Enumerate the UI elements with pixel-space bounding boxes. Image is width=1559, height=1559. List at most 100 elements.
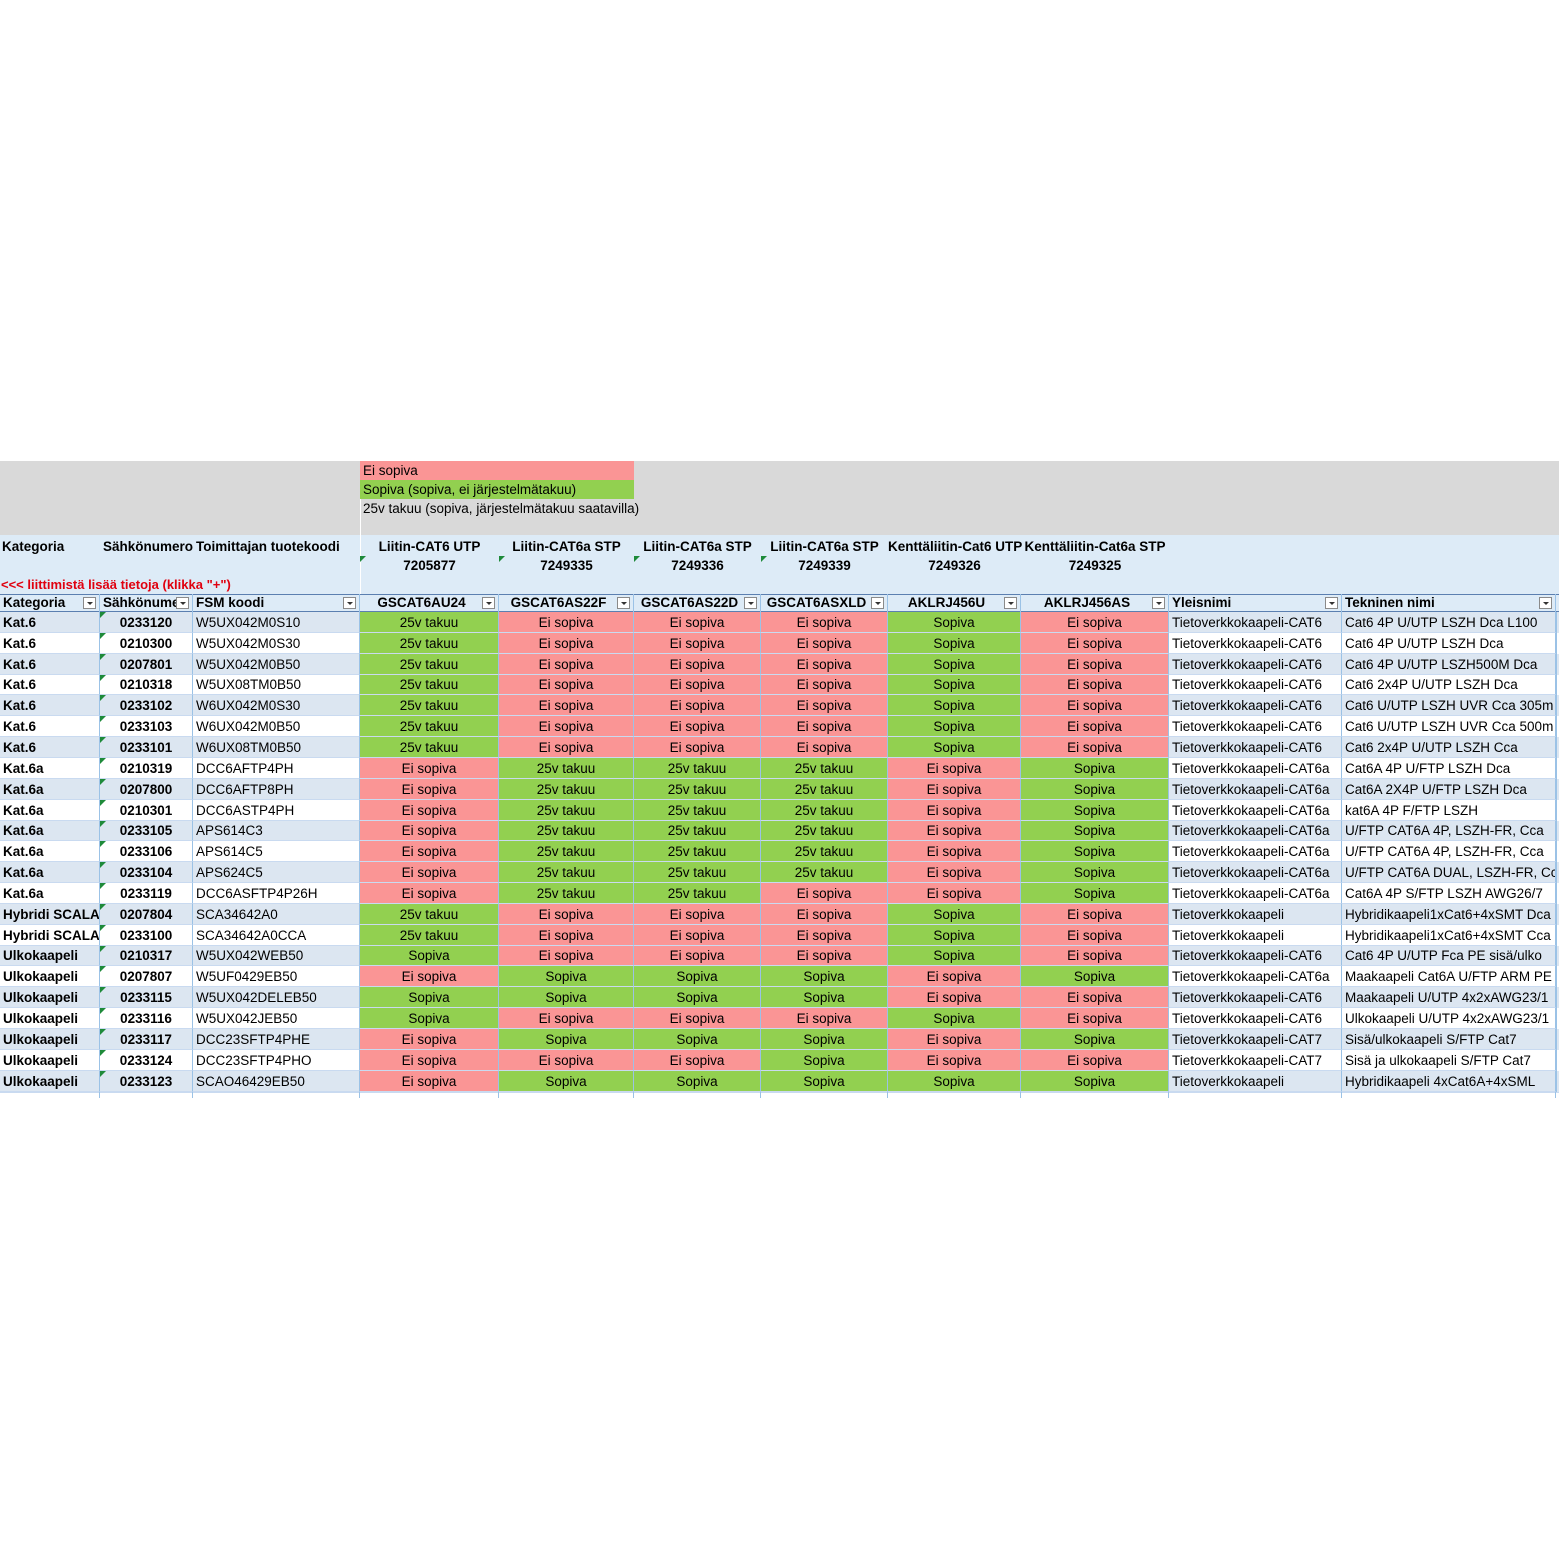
table-cell: Tietoverkkokaapeli-CAT6a — [1169, 821, 1342, 841]
status-cell: Sopiva — [888, 946, 1021, 966]
column-header: GSCAT6ASXLD — [761, 594, 888, 612]
table-cell: Tietoverkkokaapeli-CAT6a — [1169, 883, 1342, 904]
status-cell: 25v takuu — [761, 800, 888, 821]
status-cell: Ei sopiva — [888, 821, 1021, 841]
column-header: FSM koodi — [193, 594, 360, 612]
status-cell: Ei sopiva — [1021, 987, 1169, 1008]
status-cell: Ei sopiva — [499, 654, 634, 675]
status-cell: Ei sopiva — [888, 883, 1021, 904]
row-edge — [1556, 821, 1559, 841]
status-cell: Sopiva — [888, 675, 1021, 695]
comment-marker — [100, 821, 106, 827]
table-cell: Kat.6 — [0, 716, 100, 737]
comment-marker — [100, 987, 106, 993]
filter-button[interactable] — [1004, 597, 1017, 609]
header-label: Sähkönumero — [103, 539, 194, 554]
table-cell: 0210301 — [100, 800, 193, 821]
status-cell: Ei sopiva — [1021, 925, 1169, 946]
table-cell: U/FTP CAT6A 4P, LSZH-FR, Cca — [1342, 821, 1556, 841]
status-cell: Sopiva — [1021, 800, 1169, 821]
legend-item: 25v takuu (sopiva, järjestelmätakuu saat… — [363, 501, 640, 516]
filter-button[interactable] — [617, 597, 630, 609]
status-cell: Sopiva — [1021, 966, 1169, 987]
table-cell: Ulkokaapeli U/UTP 4x2xAWG23/1 — [1342, 1008, 1556, 1029]
table-cell: Kat.6a — [0, 779, 100, 800]
table-cell: Tietoverkkokaapeli-CAT6a — [1169, 966, 1342, 987]
comment-marker — [360, 556, 366, 562]
status-cell: 25v takuu — [634, 800, 761, 821]
column-stub — [359, 1092, 360, 1098]
filter-button[interactable] — [1325, 597, 1338, 609]
header-divider — [360, 461, 361, 594]
table-cell: Hybridi SCALA — [0, 925, 100, 946]
filter-button[interactable] — [343, 597, 356, 609]
table-cell: Kat.6a — [0, 862, 100, 883]
table-cell: APS624C5 — [193, 862, 360, 883]
filter-button[interactable] — [1152, 597, 1165, 609]
table-cell: Tietoverkkokaapeli-CAT6a — [1169, 862, 1342, 883]
status-cell: Ei sopiva — [360, 883, 499, 904]
filter-button[interactable] — [176, 597, 189, 609]
status-cell: Ei sopiva — [499, 716, 634, 737]
status-cell: Ei sopiva — [1021, 633, 1169, 654]
table-cell: U/FTP CAT6A DUAL, LSZH-FR, Cca — [1342, 862, 1556, 883]
status-cell: Ei sopiva — [634, 1050, 761, 1071]
table-cell: Cat6A 4P S/FTP LSZH AWG26/7 — [1342, 883, 1556, 904]
comment-marker — [100, 966, 106, 972]
table-cell: W6UX042M0B50 — [193, 716, 360, 737]
status-cell: Sopiva — [888, 633, 1021, 654]
connector-name: Liitin-CAT6a STP — [770, 539, 879, 554]
status-cell: 25v takuu — [360, 737, 499, 758]
status-cell: 25v takuu — [360, 716, 499, 737]
column-header: AKLRJ456AS — [1021, 594, 1169, 612]
comment-marker — [100, 737, 106, 743]
row-edge — [1556, 1008, 1559, 1029]
header-label: Kategoria — [2, 539, 65, 554]
table-cell: Cat6 U/UTP LSZH UVR Cca 500m — [1342, 716, 1556, 737]
status-cell: Ei sopiva — [634, 612, 761, 633]
table-cell: Tietoverkkokaapeli — [1169, 1071, 1342, 1092]
table-cell: U/FTP CAT6A 4P, LSZH-FR, Cca — [1342, 841, 1556, 862]
comment-marker — [100, 633, 106, 639]
row-edge — [1556, 612, 1559, 633]
comment-marker — [100, 1008, 106, 1014]
table-cell: Cat6A 2X4P U/FTP LSZH Dca — [1342, 779, 1556, 800]
row-edge — [1556, 758, 1559, 779]
table-cell: DCC23SFTP4PHO — [193, 1050, 360, 1071]
table-cell: Kat.6a — [0, 758, 100, 779]
table-cell: Tietoverkkokaapeli-CAT6 — [1169, 946, 1342, 966]
column-header: GSCAT6AS22F — [499, 594, 634, 612]
filter-button[interactable] — [871, 597, 884, 609]
status-cell: Ei sopiva — [1021, 695, 1169, 716]
table-cell: W5UX042WEB50 — [193, 946, 360, 966]
table-cell: APS614C5 — [193, 841, 360, 862]
table-cell: Ulkokaapeli — [0, 1008, 100, 1029]
comment-marker — [634, 556, 640, 562]
status-cell: Ei sopiva — [1021, 1050, 1169, 1071]
status-cell: Ei sopiva — [761, 904, 888, 925]
header-row-bg — [0, 594, 1559, 612]
status-cell: Sopiva — [1021, 1029, 1169, 1050]
status-cell: Ei sopiva — [761, 925, 888, 946]
table-cell: Tietoverkkokaapeli-CAT7 — [1169, 1029, 1342, 1050]
table-cell: 0207807 — [100, 966, 193, 987]
connector-name: Liitin-CAT6a STP — [512, 539, 621, 554]
row-edge — [1556, 946, 1559, 966]
column-stub — [99, 1092, 100, 1098]
status-cell: Sopiva — [1021, 841, 1169, 862]
table-cell: 0233105 — [100, 821, 193, 841]
filter-button[interactable] — [83, 597, 96, 609]
table-cell: Tietoverkkokaapeli-CAT6a — [1169, 800, 1342, 821]
status-cell: Ei sopiva — [888, 841, 1021, 862]
table-cell: 0233115 — [100, 987, 193, 1008]
filter-button[interactable] — [1539, 597, 1552, 609]
row-edge — [1556, 904, 1559, 925]
status-cell: Sopiva — [888, 695, 1021, 716]
status-cell: Ei sopiva — [360, 862, 499, 883]
filter-button[interactable] — [744, 597, 757, 609]
filter-button[interactable] — [482, 597, 495, 609]
status-cell: Ei sopiva — [1021, 1008, 1169, 1029]
header-note[interactable]: <<< liittimistä lisää tietoja (klikka "+… — [1, 577, 231, 592]
column-header: AKLRJ456U — [888, 594, 1021, 612]
